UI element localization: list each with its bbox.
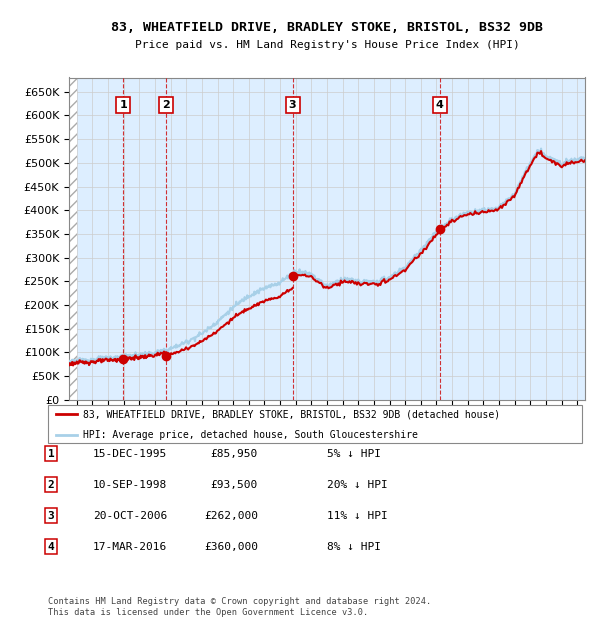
Text: 1: 1 [119, 100, 127, 110]
Text: 4: 4 [436, 100, 443, 110]
Text: Price paid vs. HM Land Registry's House Price Index (HPI): Price paid vs. HM Land Registry's House … [134, 40, 520, 50]
Text: 4: 4 [47, 542, 55, 552]
Text: £93,500: £93,500 [211, 480, 258, 490]
Text: £360,000: £360,000 [204, 542, 258, 552]
Text: 8% ↓ HPI: 8% ↓ HPI [327, 542, 381, 552]
Text: £85,950: £85,950 [211, 449, 258, 459]
Text: Contains HM Land Registry data © Crown copyright and database right 2024.
This d: Contains HM Land Registry data © Crown c… [48, 598, 431, 617]
Text: 11% ↓ HPI: 11% ↓ HPI [327, 511, 388, 521]
Text: 5% ↓ HPI: 5% ↓ HPI [327, 449, 381, 459]
Text: 83, WHEATFIELD DRIVE, BRADLEY STOKE, BRISTOL, BS32 9DB: 83, WHEATFIELD DRIVE, BRADLEY STOKE, BRI… [111, 22, 543, 34]
Text: 15-DEC-1995: 15-DEC-1995 [93, 449, 167, 459]
Text: 20% ↓ HPI: 20% ↓ HPI [327, 480, 388, 490]
Text: 17-MAR-2016: 17-MAR-2016 [93, 542, 167, 552]
FancyBboxPatch shape [48, 405, 582, 443]
Text: £262,000: £262,000 [204, 511, 258, 521]
Text: 10-SEP-1998: 10-SEP-1998 [93, 480, 167, 490]
Text: 3: 3 [47, 511, 55, 521]
Text: 3: 3 [289, 100, 296, 110]
Text: 20-OCT-2006: 20-OCT-2006 [93, 511, 167, 521]
Text: 1: 1 [47, 449, 55, 459]
Text: HPI: Average price, detached house, South Gloucestershire: HPI: Average price, detached house, Sout… [83, 430, 418, 440]
Text: 2: 2 [47, 480, 55, 490]
Text: 2: 2 [162, 100, 170, 110]
Text: 83, WHEATFIELD DRIVE, BRADLEY STOKE, BRISTOL, BS32 9DB (detached house): 83, WHEATFIELD DRIVE, BRADLEY STOKE, BRI… [83, 409, 500, 420]
Bar [69, 78, 77, 400]
